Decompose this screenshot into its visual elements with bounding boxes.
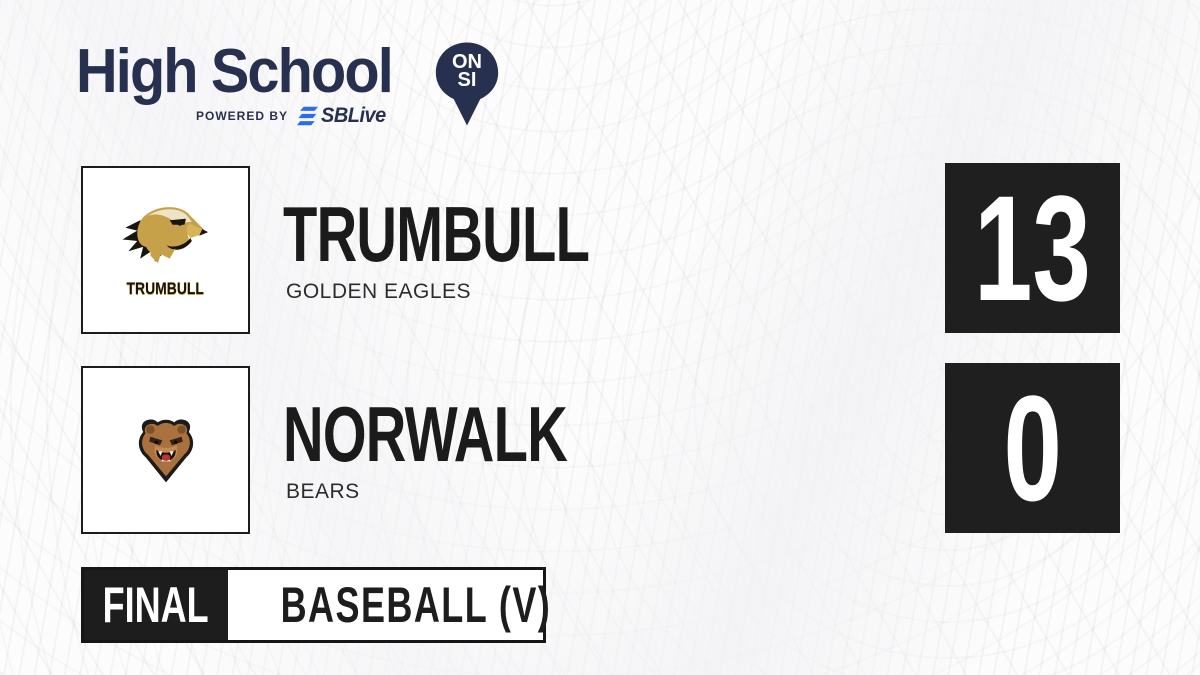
- team2-mascot: BEARS: [286, 480, 360, 503]
- team1-score-box: 13: [945, 163, 1120, 333]
- team2-name: NORWALK: [283, 390, 568, 478]
- team1-logo-caption: TRUMBULL: [126, 279, 205, 298]
- team1-score: 13: [974, 164, 1091, 332]
- team1-mascot: GOLDEN EAGLES: [286, 280, 472, 303]
- powered-by-label: POWERED BY: [196, 109, 289, 123]
- on-si-pin-icon: ON SI: [433, 40, 501, 128]
- event-label-box: BASEBALL (V): [228, 570, 604, 640]
- sblive-logo: SBLive: [296, 104, 389, 128]
- status-label: FINAL: [103, 577, 210, 633]
- team1-name: TRUMBULL: [283, 190, 590, 278]
- pin-line2: SI: [457, 69, 477, 91]
- team2-score: 0: [1003, 364, 1062, 532]
- event-label: BASEBALL (V): [280, 577, 552, 633]
- sblive-wordmark: SBLive: [321, 104, 386, 127]
- team1-logo-box: TRUMBULL: [81, 166, 250, 334]
- team2-logo-box: [81, 366, 250, 534]
- powered-by-row: POWERED BY SBLive: [196, 104, 389, 128]
- pin-text: ON SI: [433, 51, 501, 91]
- page-title: High School: [76, 37, 394, 106]
- status-badge: FINAL: [84, 570, 228, 640]
- team2-score-box: 0: [945, 363, 1120, 533]
- golden-eagle-icon: [121, 207, 208, 264]
- pin-line1: ON: [452, 51, 482, 73]
- status-bar: FINAL BASEBALL (V): [81, 567, 550, 643]
- sblive-bolt-icon: [296, 106, 319, 126]
- bear-head-icon: [138, 419, 193, 483]
- map-pin-icon: [435, 42, 499, 126]
